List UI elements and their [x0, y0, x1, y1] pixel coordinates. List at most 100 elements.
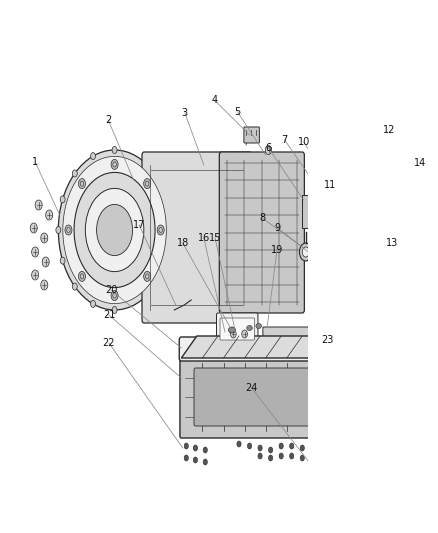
Circle shape: [145, 181, 149, 186]
Ellipse shape: [256, 324, 261, 328]
Circle shape: [388, 209, 392, 216]
FancyBboxPatch shape: [220, 318, 254, 340]
Circle shape: [290, 453, 294, 459]
Circle shape: [58, 150, 171, 310]
Circle shape: [111, 290, 118, 301]
FancyBboxPatch shape: [142, 152, 252, 323]
Text: 10: 10: [297, 137, 310, 147]
Ellipse shape: [229, 327, 236, 333]
Circle shape: [315, 257, 321, 266]
Circle shape: [237, 441, 241, 447]
FancyBboxPatch shape: [384, 203, 404, 223]
Circle shape: [258, 445, 262, 451]
Text: 8: 8: [259, 213, 265, 223]
FancyBboxPatch shape: [219, 152, 304, 313]
Circle shape: [193, 445, 198, 451]
Text: 24: 24: [245, 383, 258, 393]
Circle shape: [113, 162, 117, 167]
Circle shape: [341, 254, 346, 262]
FancyBboxPatch shape: [179, 337, 331, 361]
Polygon shape: [302, 195, 312, 228]
Circle shape: [300, 243, 312, 261]
Circle shape: [72, 283, 77, 290]
Text: 3: 3: [182, 108, 188, 118]
Circle shape: [72, 170, 77, 177]
Circle shape: [193, 457, 198, 463]
Circle shape: [279, 443, 283, 449]
Circle shape: [80, 181, 84, 186]
Circle shape: [63, 156, 166, 304]
Polygon shape: [181, 336, 344, 358]
Circle shape: [325, 238, 330, 246]
Circle shape: [144, 271, 151, 281]
Text: 2: 2: [105, 115, 111, 125]
Circle shape: [32, 247, 39, 257]
Circle shape: [78, 179, 85, 189]
Circle shape: [30, 223, 37, 233]
Circle shape: [67, 228, 70, 232]
Circle shape: [159, 228, 162, 232]
Text: 18: 18: [177, 238, 189, 248]
Circle shape: [242, 330, 247, 338]
Circle shape: [184, 455, 188, 461]
Text: 9: 9: [275, 223, 281, 233]
Circle shape: [279, 453, 283, 459]
Circle shape: [111, 159, 118, 169]
Circle shape: [203, 459, 207, 465]
Circle shape: [112, 306, 117, 313]
Circle shape: [184, 443, 188, 449]
Circle shape: [35, 200, 42, 210]
Circle shape: [46, 210, 53, 220]
Text: 12: 12: [383, 125, 396, 135]
Circle shape: [157, 225, 164, 235]
Circle shape: [60, 196, 65, 203]
Circle shape: [41, 233, 48, 243]
Text: 14: 14: [414, 158, 427, 168]
FancyBboxPatch shape: [180, 356, 330, 438]
Ellipse shape: [247, 326, 252, 330]
Circle shape: [42, 257, 49, 267]
Circle shape: [56, 227, 61, 233]
Circle shape: [311, 443, 315, 449]
FancyBboxPatch shape: [244, 127, 259, 143]
Circle shape: [300, 445, 304, 451]
Circle shape: [112, 147, 117, 154]
Circle shape: [97, 204, 133, 256]
Circle shape: [268, 455, 273, 461]
Circle shape: [265, 146, 272, 155]
FancyBboxPatch shape: [216, 313, 258, 345]
Text: 4: 4: [211, 95, 217, 105]
Text: 23: 23: [321, 335, 334, 345]
Circle shape: [91, 152, 95, 159]
Circle shape: [247, 443, 252, 449]
Circle shape: [406, 214, 412, 222]
Text: 7: 7: [282, 135, 288, 145]
Text: 15: 15: [209, 233, 221, 243]
Text: 22: 22: [102, 338, 115, 348]
Circle shape: [302, 247, 309, 257]
Text: 20: 20: [105, 285, 117, 295]
Circle shape: [230, 330, 236, 338]
Circle shape: [145, 274, 149, 279]
Circle shape: [32, 270, 39, 280]
Circle shape: [359, 451, 365, 459]
Circle shape: [317, 473, 324, 483]
Circle shape: [85, 188, 144, 272]
Circle shape: [144, 179, 151, 189]
Circle shape: [320, 451, 324, 457]
Circle shape: [258, 453, 262, 459]
Text: 21: 21: [103, 310, 115, 320]
Circle shape: [78, 271, 85, 281]
Circle shape: [74, 172, 155, 288]
Text: 5: 5: [234, 107, 241, 117]
Text: 17: 17: [133, 220, 145, 230]
Circle shape: [290, 443, 294, 449]
Circle shape: [65, 225, 72, 235]
Text: 19: 19: [271, 245, 283, 255]
Circle shape: [80, 274, 84, 279]
Polygon shape: [329, 336, 344, 436]
Text: 1: 1: [32, 157, 38, 167]
Circle shape: [113, 293, 117, 298]
Circle shape: [311, 453, 315, 459]
Text: 11: 11: [324, 180, 336, 190]
